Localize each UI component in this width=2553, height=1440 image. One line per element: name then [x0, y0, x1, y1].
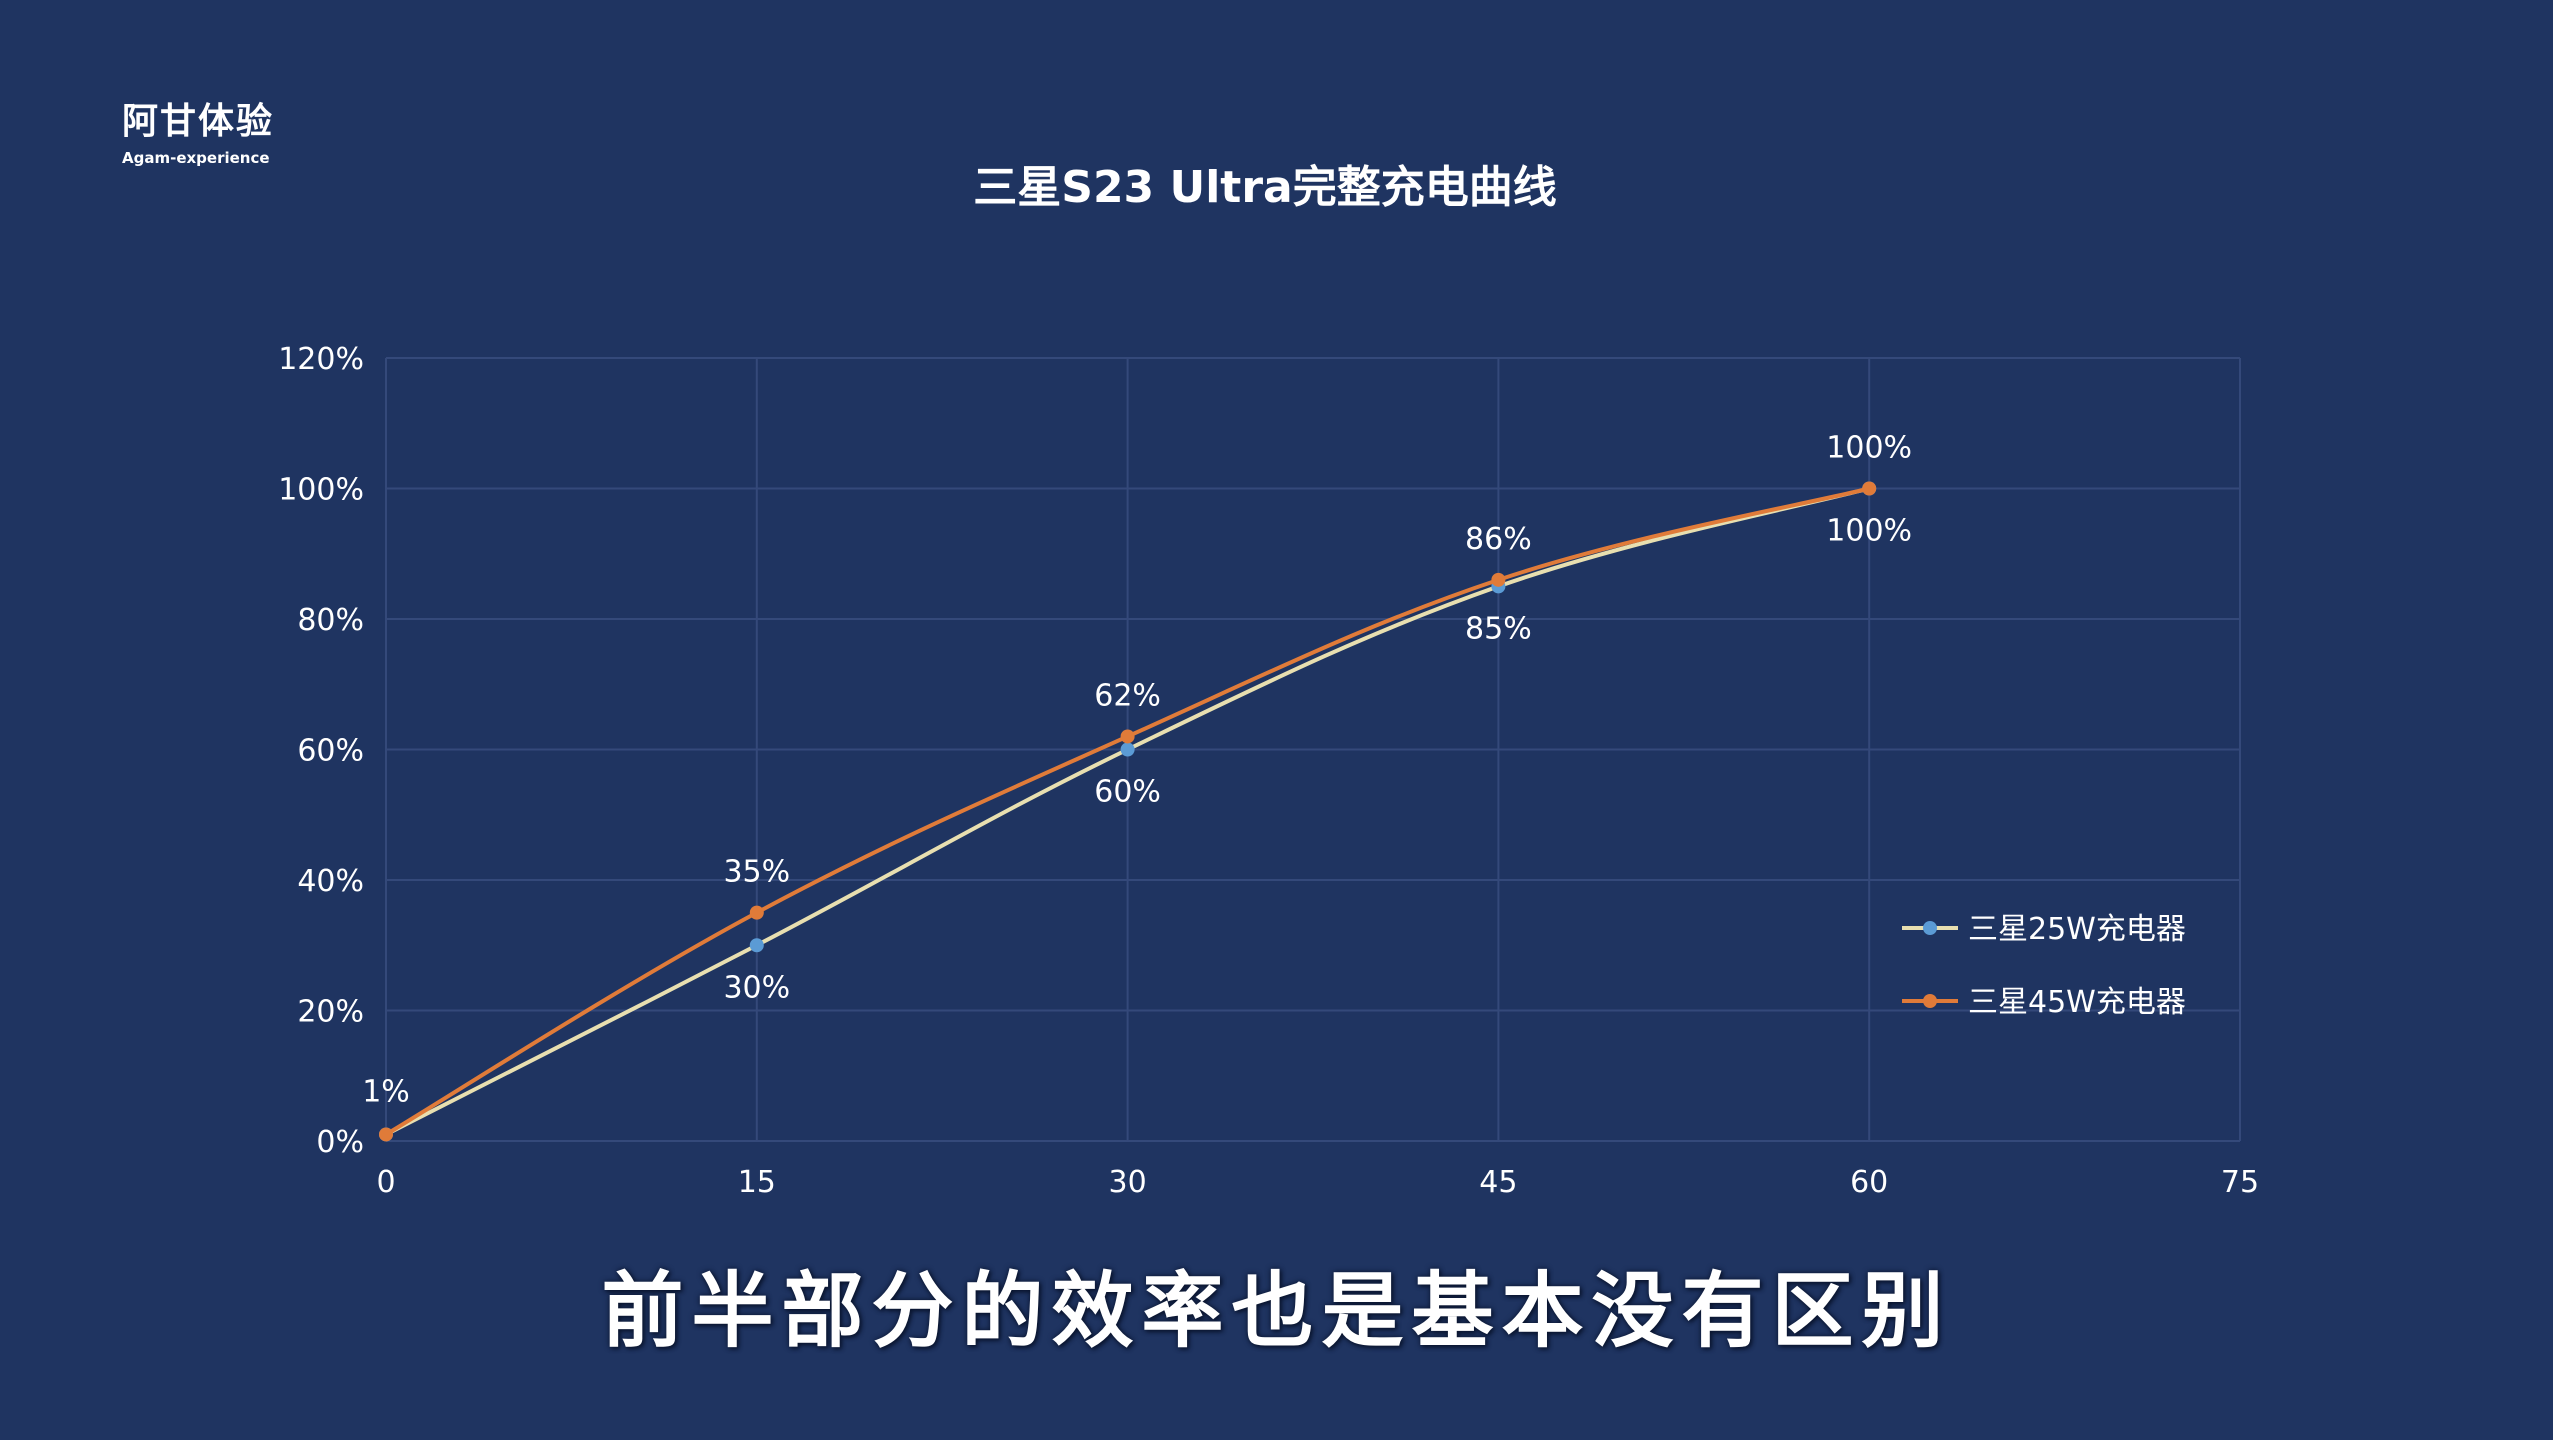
- data-label: 60%: [1094, 775, 1161, 810]
- legend-swatch-marker: [1923, 921, 1937, 935]
- data-labels: 30% 60% 85% 100% 1% 35% 62% 86% 100%: [362, 431, 1912, 1110]
- data-point: [379, 1127, 393, 1142]
- legend-label: 三星25W充电器: [1968, 912, 2186, 947]
- data-label: 85%: [1465, 611, 1532, 646]
- chart-title: 三星S23 Ultra完整充电曲线: [973, 162, 1557, 213]
- legend-swatch-marker: [1923, 994, 1937, 1008]
- x-tick-label: 0: [376, 1165, 395, 1200]
- watermark-subtitle: Agam-experience: [122, 149, 270, 167]
- axis-tick-labels: 0% 20% 40% 60% 80% 100% 120% 0 15 30 45 60 75: [278, 342, 2259, 1200]
- data-point: [1120, 742, 1135, 757]
- y-tick-label: 80%: [297, 603, 364, 638]
- data-label: 86%: [1465, 522, 1532, 557]
- data-label: 1%: [362, 1074, 410, 1109]
- grid-lines: [385, 357, 2241, 1142]
- y-tick-label: 40%: [297, 864, 364, 899]
- data-label: 30%: [723, 970, 790, 1005]
- y-tick-label: 60%: [297, 734, 364, 769]
- y-tick-label: 20%: [297, 995, 364, 1030]
- data-point: [749, 905, 764, 920]
- x-tick-label: 30: [1109, 1165, 1147, 1200]
- data-point: [1862, 481, 1877, 496]
- watermark-name: 阿甘体验: [122, 101, 275, 142]
- x-tick-label: 60: [1850, 1165, 1888, 1200]
- series-lines: [379, 481, 1877, 1142]
- y-tick-label: 100%: [278, 473, 364, 508]
- video-caption: 前半部分的效率也是基本没有区别: [601, 1264, 1952, 1359]
- legend-label: 三星45W充电器: [1968, 985, 2186, 1020]
- data-label: 62%: [1094, 678, 1161, 713]
- data-label: 100%: [1826, 514, 1912, 549]
- y-tick-label: 0%: [316, 1125, 364, 1160]
- data-label: 100%: [1826, 431, 1912, 466]
- y-tick-label: 120%: [278, 342, 364, 377]
- data-point: [1491, 572, 1506, 587]
- data-label: 35%: [723, 855, 790, 890]
- x-tick-label: 75: [2221, 1165, 2259, 1200]
- watermark-logo: 阿甘体验 Agam-experience: [122, 100, 274, 168]
- data-point: [1120, 729, 1135, 744]
- data-point: [749, 938, 764, 953]
- x-tick-label: 15: [738, 1165, 776, 1200]
- x-tick-label: 45: [1479, 1165, 1517, 1200]
